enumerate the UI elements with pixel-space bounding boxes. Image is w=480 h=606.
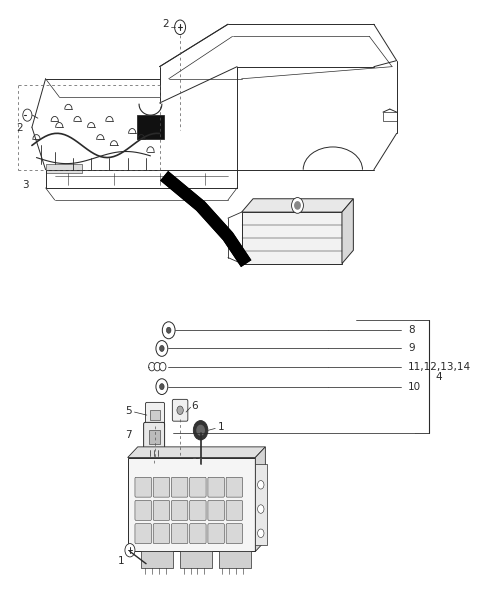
FancyBboxPatch shape bbox=[226, 524, 242, 544]
FancyBboxPatch shape bbox=[190, 478, 206, 497]
Polygon shape bbox=[128, 447, 265, 458]
FancyBboxPatch shape bbox=[135, 501, 151, 521]
Circle shape bbox=[154, 362, 160, 371]
FancyBboxPatch shape bbox=[208, 478, 224, 497]
Text: 5: 5 bbox=[126, 406, 132, 416]
Circle shape bbox=[177, 406, 183, 415]
Text: 2: 2 bbox=[162, 19, 168, 29]
Bar bbox=[141, 551, 173, 568]
Circle shape bbox=[149, 362, 155, 371]
Text: 8: 8 bbox=[408, 325, 415, 335]
Bar bbox=[255, 464, 267, 545]
Text: 11,12,13,14: 11,12,13,14 bbox=[408, 362, 471, 371]
Text: 10: 10 bbox=[408, 382, 421, 391]
FancyBboxPatch shape bbox=[153, 478, 169, 497]
Circle shape bbox=[162, 322, 175, 339]
FancyBboxPatch shape bbox=[190, 501, 206, 521]
Text: 3: 3 bbox=[22, 180, 28, 190]
Bar bbox=[241, 212, 342, 264]
Bar bbox=[219, 551, 251, 568]
Circle shape bbox=[167, 327, 171, 333]
Bar bbox=[150, 410, 159, 420]
FancyBboxPatch shape bbox=[208, 524, 224, 544]
Polygon shape bbox=[342, 199, 353, 264]
Text: 1: 1 bbox=[218, 422, 225, 432]
Circle shape bbox=[258, 505, 264, 513]
Bar bbox=[149, 430, 159, 444]
Polygon shape bbox=[383, 112, 396, 121]
FancyBboxPatch shape bbox=[153, 501, 169, 521]
Circle shape bbox=[197, 425, 204, 435]
Circle shape bbox=[295, 202, 300, 209]
Circle shape bbox=[156, 379, 168, 395]
Text: 9: 9 bbox=[408, 344, 415, 353]
Polygon shape bbox=[255, 447, 265, 551]
FancyBboxPatch shape bbox=[208, 501, 224, 521]
Text: 7: 7 bbox=[126, 430, 132, 439]
Circle shape bbox=[156, 341, 168, 356]
Circle shape bbox=[159, 384, 164, 390]
Text: 4: 4 bbox=[435, 371, 442, 382]
Text: 6: 6 bbox=[192, 401, 198, 411]
FancyBboxPatch shape bbox=[171, 501, 188, 521]
Circle shape bbox=[159, 345, 164, 351]
Text: 1: 1 bbox=[118, 556, 124, 565]
Bar bbox=[137, 115, 164, 139]
FancyBboxPatch shape bbox=[226, 478, 242, 497]
FancyBboxPatch shape bbox=[226, 501, 242, 521]
Circle shape bbox=[258, 529, 264, 538]
Circle shape bbox=[125, 544, 135, 557]
Bar bbox=[180, 551, 212, 568]
FancyBboxPatch shape bbox=[190, 524, 206, 544]
FancyBboxPatch shape bbox=[171, 524, 188, 544]
Bar bbox=[46, 164, 82, 173]
FancyBboxPatch shape bbox=[144, 422, 165, 451]
Circle shape bbox=[23, 109, 32, 121]
Polygon shape bbox=[241, 199, 353, 212]
Circle shape bbox=[175, 20, 186, 35]
Bar bbox=[128, 458, 255, 551]
FancyBboxPatch shape bbox=[172, 399, 188, 421]
Circle shape bbox=[193, 421, 208, 440]
FancyBboxPatch shape bbox=[171, 478, 188, 497]
Circle shape bbox=[291, 198, 303, 213]
FancyBboxPatch shape bbox=[135, 478, 151, 497]
Circle shape bbox=[258, 481, 264, 489]
Text: 2: 2 bbox=[16, 124, 23, 133]
FancyBboxPatch shape bbox=[145, 402, 165, 428]
FancyBboxPatch shape bbox=[153, 524, 169, 544]
FancyBboxPatch shape bbox=[135, 524, 151, 544]
Circle shape bbox=[159, 362, 166, 371]
